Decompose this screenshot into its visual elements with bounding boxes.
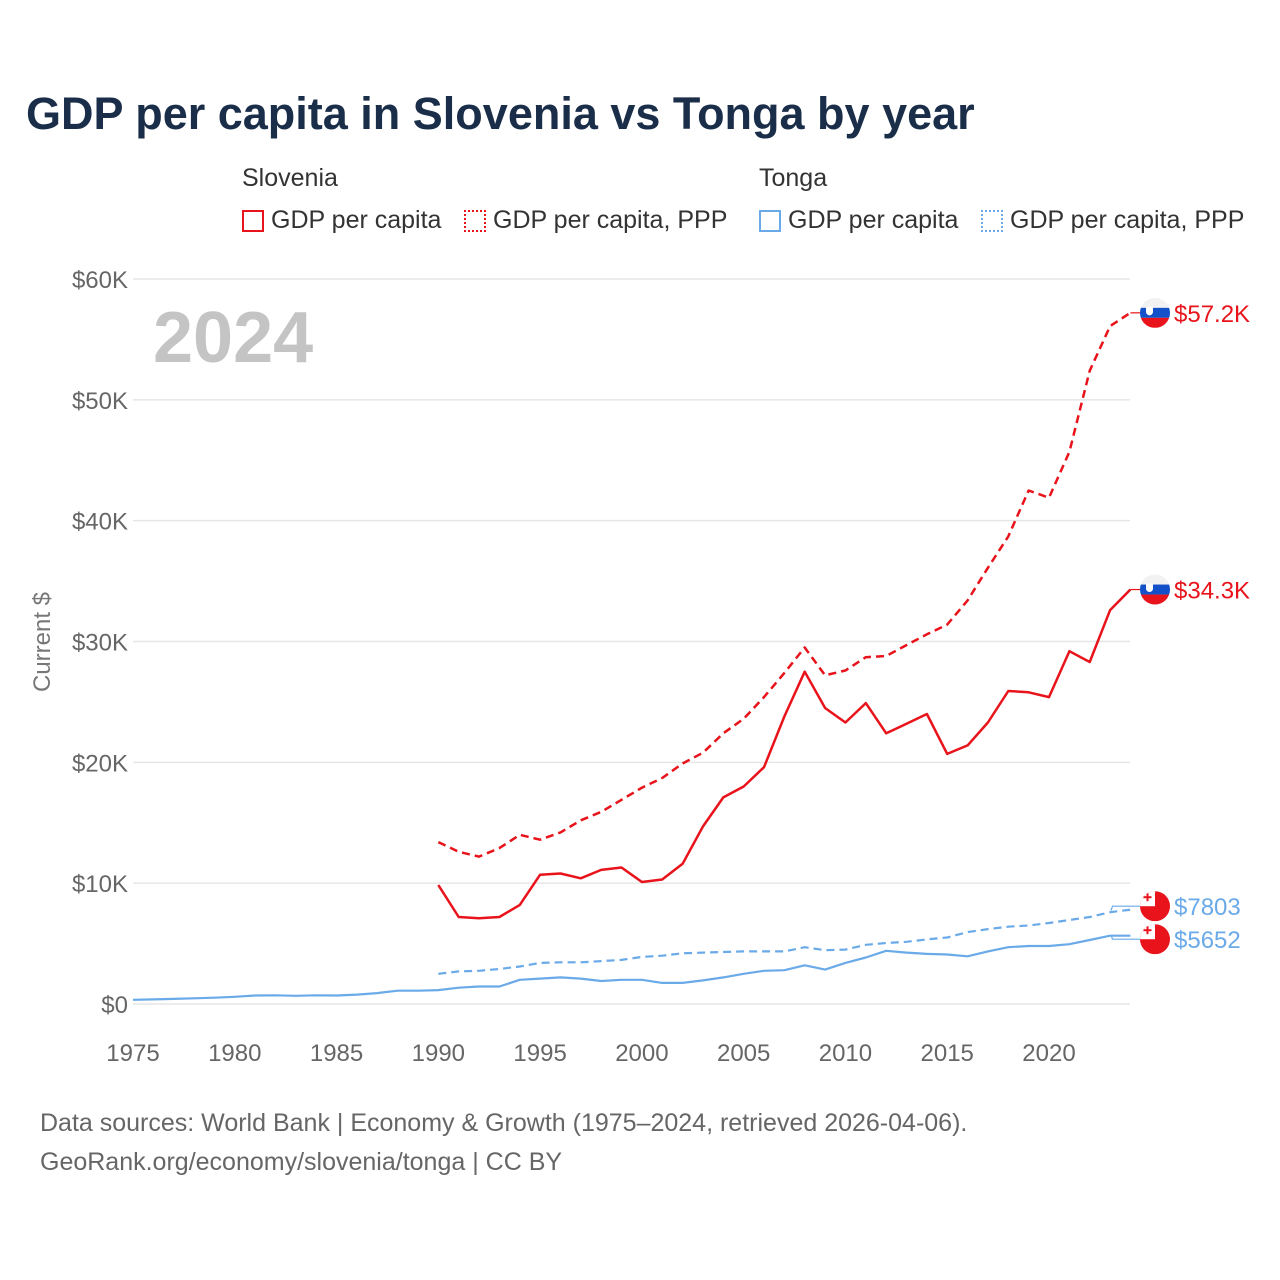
x-tick-label: 1990 <box>412 1040 465 1067</box>
label-connector <box>1110 935 1141 940</box>
y-tick-label: $40K <box>72 509 128 536</box>
flag-band-red <box>1140 317 1170 328</box>
x-tick-label: 1995 <box>513 1040 566 1067</box>
flag-band-white <box>1140 574 1170 585</box>
x-tick-label: 2020 <box>1022 1040 1075 1067</box>
series-line-tonga-gdp-per-capita-ppp <box>438 908 1131 975</box>
series-line-slovenia-gdp-per-capita-ppp <box>437 311 1132 858</box>
x-tick-label: 1975 <box>106 1040 159 1067</box>
y-tick-label: $50K <box>72 388 128 415</box>
y-axis-label: Current $ <box>29 592 56 692</box>
end-label-group: $5652 <box>1110 924 1241 955</box>
flag-band-white <box>1140 297 1170 308</box>
slovenia-flag-icon <box>1140 297 1170 328</box>
end-value-label: $34.3K <box>1174 578 1250 605</box>
legend-label: GDP per capita, PPP <box>493 206 728 234</box>
y-tick-label: $60K <box>72 267 128 294</box>
legend-item-slovenia-ppp[interactable]: GDP per capita, PPP <box>464 206 727 235</box>
tonga-flag-icon <box>1140 891 1170 922</box>
flag-cross-h <box>1143 896 1152 899</box>
chart-title: GDP per capita in Slovenia vs Tonga by y… <box>26 88 975 139</box>
series-line-slovenia-gdp-per-capita <box>437 588 1132 920</box>
y-tick-label: $0 <box>101 992 128 1019</box>
flag-band-blue <box>1140 307 1170 318</box>
flag-band-blue <box>1140 584 1170 595</box>
flag-coat-of-arms <box>1146 583 1153 593</box>
legend-swatch-solid <box>242 209 264 232</box>
legend-item-slovenia-gdp[interactable]: GDP per capita <box>242 206 441 235</box>
legend-label: GDP per capita <box>788 206 959 234</box>
flag-band-red <box>1140 594 1170 605</box>
slovenia-flag-icon <box>1140 574 1170 605</box>
label-connector <box>1110 905 1141 911</box>
legend-label: GDP per capita, PPP <box>1010 206 1245 234</box>
legend-swatch-dotted <box>464 209 486 232</box>
y-tick-label: $20K <box>72 750 128 777</box>
year-watermark: 2024 <box>153 298 313 378</box>
legend-swatch-dotted <box>981 209 1003 232</box>
legend-item-tonga-gdp[interactable]: GDP per capita <box>759 206 958 235</box>
legend-label: GDP per capita <box>271 206 442 234</box>
x-tick-label: 1985 <box>310 1040 363 1067</box>
tonga-flag-icon <box>1140 924 1170 955</box>
series-line-tonga-gdp-per-capita <box>132 934 1131 1001</box>
y-tick-label: $10K <box>72 871 128 898</box>
footer-link[interactable]: GeoRank.org/economy/slovenia/tonga | CC … <box>40 1148 563 1176</box>
flag-coat-of-arms <box>1146 306 1153 316</box>
end-value-label: $57.2K <box>1174 301 1250 328</box>
x-tick-label: 2015 <box>921 1040 974 1067</box>
end-label-group: $34.3K <box>1130 574 1250 605</box>
end-label-group: $57.2K <box>1130 297 1250 328</box>
x-tick-label: 1980 <box>208 1040 261 1067</box>
y-tick-label: $30K <box>72 630 128 657</box>
x-tick-label: 2005 <box>717 1040 770 1067</box>
end-value-label: $7803 <box>1174 894 1241 921</box>
legend-swatch-solid <box>759 209 781 232</box>
end-label-group: $7803 <box>1110 891 1241 922</box>
x-tick-label: 2000 <box>615 1040 668 1067</box>
legend-item-tonga-ppp[interactable]: GDP per capita, PPP <box>981 206 1244 235</box>
end-value-label: $5652 <box>1174 927 1241 954</box>
flag-cross-h <box>1143 929 1152 932</box>
legend-group-tonga: Tonga <box>759 164 828 192</box>
legend-group-slovenia: Slovenia <box>242 164 338 192</box>
x-tick-label: 2010 <box>819 1040 872 1067</box>
footer-sources: Data sources: World Bank | Economy & Gro… <box>40 1109 968 1137</box>
